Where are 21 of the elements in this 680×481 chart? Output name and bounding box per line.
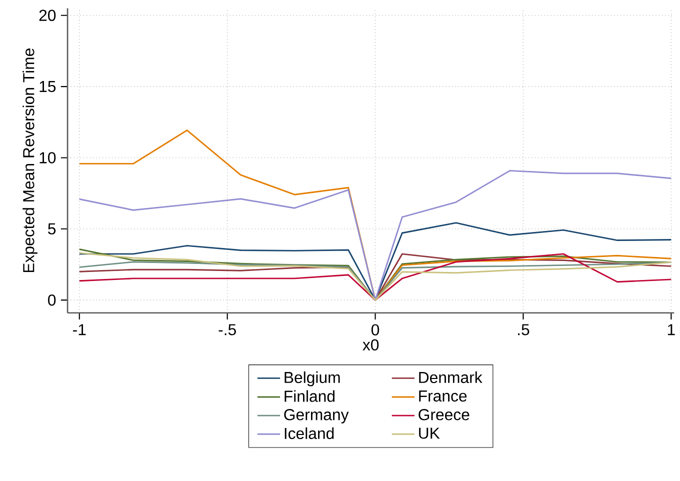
y-tick-label: 15 xyxy=(40,81,56,92)
x-tick-label: 1 xyxy=(668,324,675,336)
legend-label: UK xyxy=(419,428,440,439)
y-tick-label: 10 xyxy=(40,152,56,164)
legend-label: Greece xyxy=(418,409,470,420)
y-axis-title: Expected Mean Reversion Time xyxy=(22,48,38,272)
legend-label: Iceland xyxy=(284,428,334,440)
x-tick-label: .5 xyxy=(518,324,530,336)
x-axis-title: x0 xyxy=(362,339,379,351)
legend-label: Finland xyxy=(284,390,334,402)
y-tick-label: 0 xyxy=(48,294,56,306)
legend-label: Belgium xyxy=(284,372,340,386)
legend-label: Germany xyxy=(284,409,349,424)
y-tick-label: 5 xyxy=(48,223,56,235)
x-tick-label: -.5 xyxy=(218,324,236,336)
y-tick-label: 20 xyxy=(39,10,56,22)
x-tick-label: -1 xyxy=(73,324,86,336)
x-tick-label: 0 xyxy=(371,324,380,336)
line-series xyxy=(78,170,672,301)
legend-label: France xyxy=(419,390,467,402)
legend-label: Denmark xyxy=(419,372,482,384)
